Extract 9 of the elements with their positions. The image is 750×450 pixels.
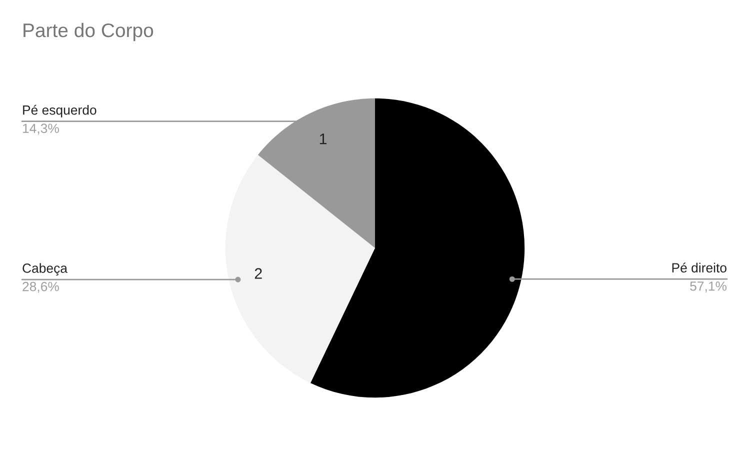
data-label: 14,3% — [23, 124, 59, 135]
text: 2 — [254, 268, 262, 279]
text: 1 — [320, 134, 327, 144]
data-label: 57,1% — [690, 282, 727, 292]
chart-title: Parte do Corpo — [24, 22, 154, 42]
slice-label: Pé esquerdo — [23, 104, 96, 118]
slice-label: Cabeça — [22, 263, 68, 276]
data-label: 28,6% — [22, 282, 59, 293]
slice-label: Pé direito — [672, 262, 726, 272]
